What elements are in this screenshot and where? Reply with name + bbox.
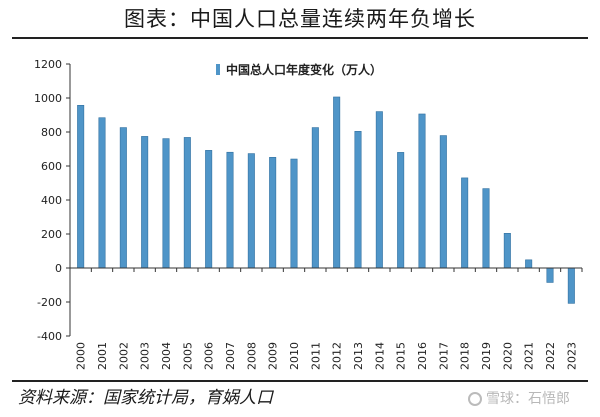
legend-swatch [216,64,220,75]
legend-label: 中国总人口年度变化（万人） [226,62,382,77]
x-tick-label: 2014 [373,342,386,370]
x-tick-label: 2004 [160,342,173,370]
x-tick-label: 2016 [416,342,429,370]
x-tick-label: 2023 [565,342,578,370]
y-tick-label: 0 [55,262,62,275]
x-tick-label: 2011 [309,342,322,370]
legend: 中国总人口年度变化（万人） [216,62,382,77]
bar-2022 [546,267,554,283]
bar-2008 [247,153,255,269]
x-tick-label: 2010 [288,342,301,370]
x-tick-label: 2007 [224,342,237,370]
x-tick-label: 2021 [523,342,536,370]
bar-2004 [162,138,170,269]
y-tick-label: 1200 [34,58,62,71]
y-tick-label: 800 [41,126,62,139]
bar-2001 [98,117,106,269]
bar-2011 [311,127,319,269]
bar-2019 [482,188,490,269]
bottom-rule [12,380,588,382]
bar-2002 [119,127,127,269]
x-axis: 2000 2001 2002 2003 2004 2005 2006 2007 2008 2009… [69,267,583,370]
watermark: 雪球：石悟郎 [468,389,570,409]
x-tick-label: 2019 [480,342,493,370]
bar-2007 [226,151,234,269]
bar-2016 [418,113,426,269]
snowball-logo-icon [468,392,482,406]
x-tick-label: 2020 [501,342,514,370]
bars [77,96,575,304]
bar-2023 [567,267,575,304]
y-tick-label: 600 [41,160,62,173]
x-tick-label: 2005 [181,342,194,370]
bar-2017 [439,135,447,269]
bar-2009 [269,157,277,269]
bar-2005 [183,137,191,269]
bar-2012 [333,96,341,269]
y-tick-label: -400 [37,330,62,343]
y-tick-label: 200 [41,228,62,241]
x-tick-label: 2017 [437,342,450,370]
x-tick-label: 2008 [245,342,258,370]
bar-2014 [375,111,383,269]
x-tick-label: 2000 [75,342,88,370]
watermark-text: 雪球：石悟郎 [486,391,570,407]
x-tick-label: 2018 [459,342,472,370]
x-tick-label: 2013 [352,342,365,370]
x-tick-label: 2015 [395,342,408,370]
bar-2015 [397,152,405,269]
y-tick-label: 1000 [34,92,62,105]
source-note: 资料来源：国家统计局，育娲人口 [18,388,273,408]
bar-2003 [141,136,149,269]
bar-2010 [290,158,298,269]
bar-2018 [461,177,469,269]
x-tick-label: 2012 [331,342,344,370]
x-tick-label: 2003 [139,342,152,370]
bar-2000 [77,105,85,269]
x-tick-label: 2022 [544,342,557,370]
top-rule [12,37,588,39]
y-tick-label: 400 [41,194,62,207]
bar-2013 [354,131,362,269]
y-axis: -400 -200 0 200 400 600 800 1000 1200 [34,58,71,343]
chart-title: 图表：中国人口总量连续两年负增长 [124,7,476,31]
bar-2020 [503,233,511,269]
x-tick-label: 2006 [203,342,216,370]
bar-2006 [205,150,213,269]
y-tick-label: -200 [37,296,62,309]
x-tick-label: 2001 [96,342,109,370]
bar-2021 [525,259,533,269]
x-tick-label: 2009 [267,342,280,370]
x-tick-label: 2002 [117,342,130,370]
